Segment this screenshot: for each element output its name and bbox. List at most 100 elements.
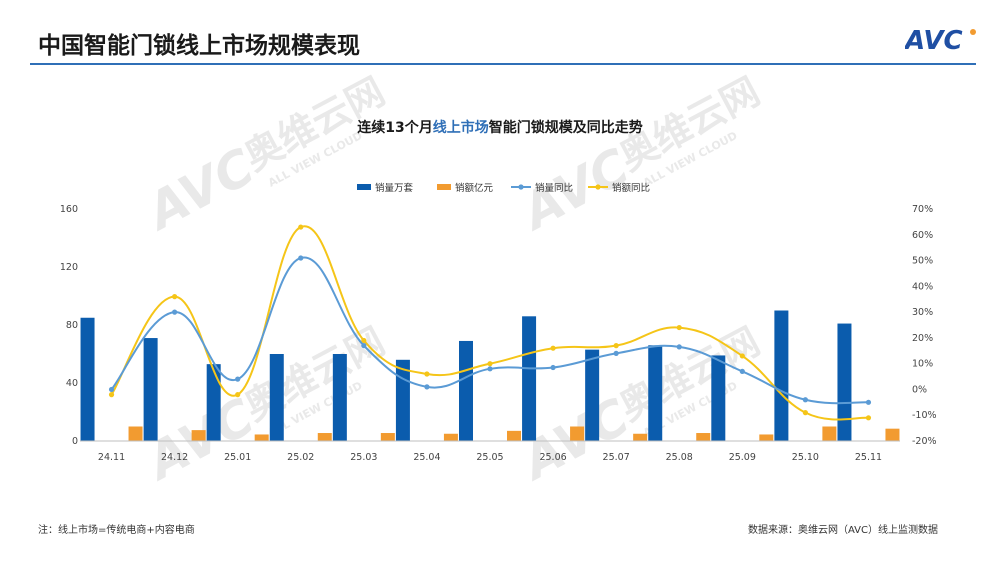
y-left-tick-label: 40 [66, 378, 78, 389]
legend-item: 销量万套 [357, 182, 414, 194]
legend-label: 销额亿元 [455, 182, 494, 194]
point-sales-revenue-yoy [361, 337, 367, 344]
title-divider [30, 63, 976, 65]
bar-sales-volume [332, 354, 347, 441]
page-title: 中国智能门锁线上市场规模表现 [38, 33, 360, 59]
bar-sales-revenue [254, 434, 269, 441]
legend-item: 销额亿元 [437, 182, 494, 194]
bar-sales-revenue [191, 430, 206, 441]
bar-sales-revenue [759, 434, 774, 441]
y-left-tick-label: 160 [60, 204, 78, 215]
y-right-tick-label: -20% [912, 436, 937, 447]
watermark-bottom-left: AVC 奥维云网 ALL VIEW CLOUD [135, 319, 392, 492]
legend-swatch [357, 184, 371, 190]
point-sales-revenue-yoy [172, 294, 178, 300]
chart-title: 连续13个月线上市场智能门锁规模及同比走势 [357, 119, 642, 136]
x-tick-label: 25.04 [413, 452, 440, 463]
point-sales-volume-yoy [739, 368, 745, 374]
bar-sales-revenue [822, 426, 837, 441]
point-sales-volume-yoy [172, 309, 178, 315]
bar-sales-volume [459, 340, 473, 441]
x-tick-label: 25.10 [792, 452, 819, 463]
x-tick-label: 25.03 [350, 452, 377, 463]
lines [108, 224, 872, 421]
legend-item: 销额同比 [588, 182, 650, 194]
bar-sales-volume [143, 338, 158, 441]
bar-sales-volume [711, 355, 726, 441]
bar-sales-volume [522, 316, 537, 441]
legend-marker [518, 184, 524, 190]
bars [80, 310, 900, 441]
bar-sales-revenue [696, 433, 711, 441]
x-tick-label: 25.09 [729, 452, 756, 463]
bar-sales-revenue [128, 426, 143, 441]
footnote: 注：线上市场=传统电商+内容电商 [38, 525, 195, 536]
point-sales-revenue-yoy [487, 361, 493, 367]
bar-sales-revenue [633, 433, 648, 441]
line-sales-volume-yoy [110, 256, 869, 405]
point-sales-volume-yoy [424, 384, 430, 390]
legend-label: 销额同比 [612, 182, 650, 194]
point-sales-volume-yoy [802, 397, 808, 403]
chart-title-highlight: 线上市场 [433, 119, 489, 136]
y-right-tick-label: 40% [912, 281, 933, 292]
point-sales-volume-yoy [235, 376, 241, 382]
y-left-tick-label: 120 [60, 262, 78, 273]
point-sales-volume-yoy [361, 343, 367, 349]
axes: 0 40 80 120 160 -20% -10% 0% 10% 20% 30% 40% 50% 60% 7… [60, 204, 937, 463]
y-right-tick-label: -10% [912, 410, 937, 421]
x-tick-label: 25.11 [855, 452, 882, 463]
y-right-tick-label: 70% [912, 204, 933, 215]
legend-item: 销量同比 [511, 182, 573, 194]
watermark-left: AVC 奥维云网 ALL VIEW CLOUD [135, 69, 392, 242]
point-sales-volume-yoy [865, 399, 872, 405]
legend-label: 销量万套 [375, 182, 414, 194]
x-tick-label: 25.02 [287, 452, 314, 463]
y-right-tick-label: 60% [912, 230, 933, 241]
legend-marker [595, 184, 601, 190]
bar-sales-revenue [570, 426, 585, 441]
bar-sales-volume [80, 317, 95, 441]
bar-sales-volume [774, 310, 789, 441]
x-tick-label: 25.06 [539, 452, 566, 463]
bar-sales-volume [395, 359, 410, 441]
watermark-bottom-center: AVC 奥维云网 ALL VIEW CLOUD [510, 319, 767, 492]
point-sales-revenue-yoy [865, 415, 872, 421]
bar-sales-revenue [885, 428, 900, 441]
avc-logo: AVC [905, 26, 976, 54]
svg-text:AVC: AVC [905, 26, 963, 54]
x-tick-label: 24.12 [161, 452, 188, 463]
bar-sales-volume [837, 323, 852, 441]
point-sales-revenue-yoy [235, 392, 241, 398]
bar-sales-volume [269, 354, 284, 441]
x-tick-label: 25.07 [603, 452, 630, 463]
legend-label: 销量同比 [535, 182, 573, 194]
bar-sales-volume [206, 364, 221, 441]
x-tick-label: 24.11 [98, 452, 125, 463]
watermark-center: AVC 奥维云网 ALL VIEW CLOUD [510, 69, 767, 242]
bar-sales-volume [585, 349, 600, 441]
point-sales-volume-yoy [298, 255, 304, 261]
data-source: 数据来源：奥维云网（AVC）线上监测数据 [747, 525, 938, 536]
bar-sales-revenue [507, 430, 521, 441]
y-left-tick-label: 80 [66, 320, 78, 331]
point-sales-revenue-yoy [424, 371, 430, 377]
line-sales-revenue-yoy [110, 225, 869, 421]
point-sales-volume-yoy [108, 386, 115, 393]
point-sales-volume-yoy [550, 364, 556, 371]
point-sales-volume-yoy [613, 350, 619, 356]
point-sales-revenue-yoy [739, 353, 745, 359]
legend: 销量万套 销额亿元 销量同比 销额同比 [357, 182, 650, 194]
x-tick-label: 25.01 [224, 452, 251, 463]
point-sales-revenue-yoy [108, 392, 115, 398]
bar-sales-revenue [443, 433, 458, 441]
point-sales-revenue-yoy [613, 343, 619, 349]
chart-title-part-1: 连续13个月 [357, 119, 432, 136]
y-right-tick-label: 0% [912, 384, 927, 395]
y-right-tick-label: 20% [912, 333, 933, 344]
bar-sales-volume [648, 345, 663, 441]
y-right-tick-label: 10% [912, 359, 933, 370]
chart-title-part-3: 智能门锁规模及同比走势 [488, 119, 643, 136]
y-right-tick-label: 50% [912, 256, 933, 267]
